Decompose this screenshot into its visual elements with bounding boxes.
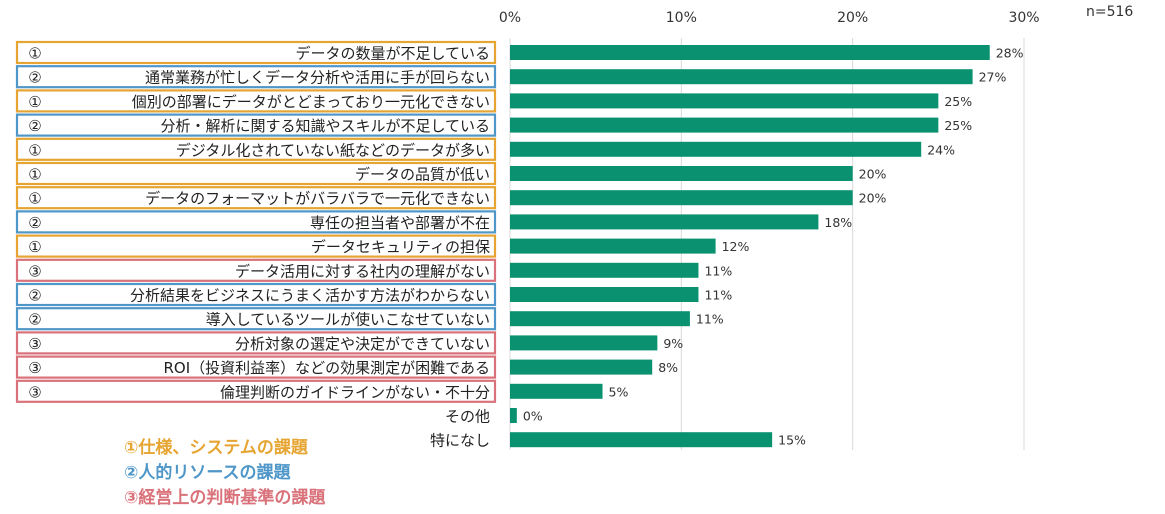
bar [510, 311, 690, 327]
category-box [15, 355, 497, 379]
bar-value-label: 11% [696, 312, 724, 327]
category-label: 導入しているツールが使いこなせていない [206, 311, 490, 329]
legend-item-group1: ①仕様、システムの課題 [124, 438, 308, 458]
bar-value-label: 24% [927, 142, 955, 157]
bar [510, 238, 716, 254]
legend-item-group2: ②人的リソースの課題 [124, 463, 291, 483]
bar [510, 190, 853, 206]
category-label: 通常業務が忙しくデータ分析や活用に手が回らない [145, 69, 490, 87]
category-label: データのフォーマットがバラバラで一元化できない [145, 190, 490, 208]
bar-value-label: 15% [778, 433, 806, 448]
category-label: 倫理判断のガイドラインがない・不十分 [220, 383, 490, 401]
bar-value-label: 9% [663, 336, 683, 351]
x-tick-label: 0% [499, 10, 521, 26]
category-marker: ① [28, 45, 41, 63]
category-box [15, 210, 497, 234]
category-box [15, 161, 497, 186]
bar-value-label: 20% [859, 191, 887, 206]
bar-value-label: 12% [722, 239, 750, 254]
category-marker: ② [28, 214, 41, 232]
bar-value-label: 18% [824, 215, 852, 230]
category-marker: ① [28, 166, 41, 184]
category-label: データの品質が低い [355, 166, 490, 184]
bar [510, 117, 939, 133]
x-tick-label: 20% [837, 10, 868, 26]
category-box [15, 379, 497, 403]
bar-value-label: 20% [859, 167, 887, 182]
category-box [15, 89, 497, 113]
category-box [15, 113, 497, 137]
category-marker: ① [28, 141, 41, 159]
category-box [15, 65, 497, 89]
category-box [15, 137, 497, 161]
category-label: 分析・解析に関する知識やスキルが不足している [160, 117, 490, 135]
bar [510, 69, 973, 85]
category-box [15, 186, 497, 210]
bar [510, 287, 699, 302]
bar [510, 45, 990, 60]
bar-value-label: 27% [979, 70, 1007, 85]
category-label: 特になし [430, 432, 490, 450]
category-marker: ② [28, 287, 41, 305]
category-label: データの数量が不足している [295, 45, 490, 63]
bar [510, 141, 922, 157]
category-label: デジタル化されていない紙などのデータが多い [176, 141, 490, 159]
category-marker: ③ [28, 383, 41, 401]
category-label: データセキュリティの担保 [311, 238, 490, 256]
bar-value-label: 5% [609, 384, 629, 399]
category-label: その他 [445, 408, 490, 426]
bar-value-label: 28% [996, 46, 1024, 61]
category-box [15, 234, 497, 258]
bar [510, 408, 517, 423]
bar [510, 335, 658, 351]
category-label: ROI（投資利益率）などの効果測定が困難である [163, 359, 490, 377]
category-marker: ① [28, 93, 41, 111]
bar-value-label: 0% [523, 409, 543, 424]
bar [510, 262, 699, 278]
category-box [15, 258, 497, 282]
sample-size-label: n=516 [1086, 4, 1134, 20]
bar [510, 166, 853, 181]
legend-item-group3: ③経営上の判断基準の課題 [124, 488, 326, 508]
bar-value-label: 8% [658, 360, 678, 375]
category-box [15, 307, 497, 331]
category-marker: ② [28, 311, 41, 329]
category-marker: ③ [28, 359, 41, 377]
category-marker: ③ [28, 262, 41, 280]
category-marker: ③ [28, 335, 41, 353]
category-label: 専任の担当者や部署が不在 [310, 214, 490, 232]
category-box [15, 282, 497, 307]
bar [510, 214, 819, 230]
category-box [15, 40, 497, 65]
category-box [15, 331, 497, 355]
bar [510, 93, 939, 109]
bar-value-label: 11% [704, 288, 732, 303]
bar [510, 432, 773, 448]
category-label: 個別の部署にデータがとどまっており一元化できない [132, 93, 490, 111]
bar-value-label: 25% [944, 94, 972, 109]
legend: ①仕様、システムの課題 ②人的リソースの課題 ③経営上の判断基準の課題 [124, 436, 325, 511]
category-label: 分析対象の選定や決定ができていない [235, 335, 490, 353]
category-label: データ活用に対する社内の理解がない [235, 262, 490, 280]
bar [510, 359, 653, 375]
x-tick-label: 10% [666, 10, 697, 26]
category-marker: ① [28, 238, 41, 256]
category-marker: ② [28, 69, 41, 87]
bar [510, 383, 603, 399]
x-tick-label: 30% [1008, 10, 1039, 26]
category-label: 分析結果をビジネスにうまく活かす方法がわからない [130, 287, 490, 305]
bar-value-label: 11% [704, 263, 732, 278]
category-marker: ① [28, 190, 41, 208]
bar-value-label: 25% [944, 118, 972, 133]
category-marker: ② [28, 117, 41, 135]
